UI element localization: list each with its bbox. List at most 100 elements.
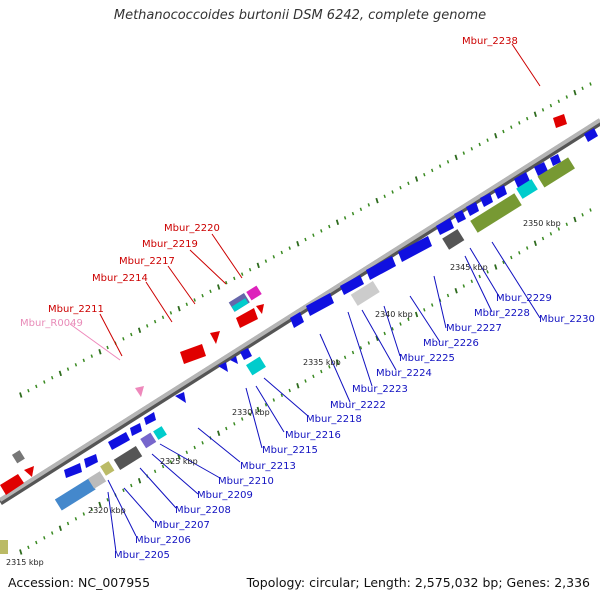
gene-label-bottom[interactable]: Mbur_2224 bbox=[376, 368, 432, 379]
scale-tick bbox=[343, 355, 347, 360]
gene-label-top[interactable]: Mbur_R0049 bbox=[20, 318, 83, 329]
scale-tick bbox=[122, 488, 125, 493]
scale-tick bbox=[423, 172, 426, 177]
scale-tick bbox=[335, 219, 340, 225]
gene-label-bottom[interactable]: Mbur_2222 bbox=[330, 400, 386, 411]
gene-label-bottom[interactable]: Mbur_2206 bbox=[135, 535, 191, 546]
scale-tick bbox=[494, 264, 498, 270]
gene-feature[interactable] bbox=[84, 454, 98, 468]
gene-label-top[interactable]: Mbur_2214 bbox=[92, 273, 148, 284]
scale-tick bbox=[557, 227, 561, 231]
gene-feature[interactable] bbox=[516, 179, 538, 199]
gene-label-bottom[interactable]: Mbur_2208 bbox=[175, 505, 231, 516]
scale-tick bbox=[462, 284, 466, 288]
gene-label-bottom[interactable]: Mbur_2226 bbox=[423, 338, 479, 349]
gene-feature[interactable] bbox=[64, 463, 82, 478]
gene-feature[interactable] bbox=[11, 450, 25, 464]
gene-feature[interactable] bbox=[514, 172, 530, 188]
gene-feature[interactable] bbox=[0, 474, 24, 495]
scale-tick bbox=[375, 197, 379, 204]
scale-tick bbox=[525, 246, 529, 250]
scale-tick bbox=[256, 262, 260, 269]
gene-feature[interactable] bbox=[256, 304, 264, 314]
gene-feature[interactable] bbox=[231, 298, 249, 312]
gene-label-bottom[interactable]: Mbur_2207 bbox=[154, 520, 210, 531]
map-title: Methanococcoides burtonii DSM 6242, comp… bbox=[113, 8, 487, 23]
scale-tick bbox=[201, 293, 204, 298]
gene-feature[interactable] bbox=[366, 256, 396, 280]
scale-tick bbox=[264, 403, 268, 407]
scale-tick bbox=[27, 388, 30, 393]
gene-feature[interactable] bbox=[340, 275, 364, 295]
gene-feature[interactable] bbox=[553, 114, 567, 128]
gene-feature[interactable] bbox=[87, 471, 107, 489]
gene-feature[interactable] bbox=[108, 432, 130, 450]
gene-feature[interactable] bbox=[537, 157, 575, 188]
gene-feature[interactable] bbox=[236, 308, 258, 328]
gene-feature[interactable] bbox=[24, 466, 34, 477]
gene-label-bottom[interactable]: Mbur_2209 bbox=[197, 490, 253, 501]
scale-tick bbox=[74, 517, 78, 521]
gene-feature[interactable] bbox=[230, 356, 238, 364]
gene-label-bottom[interactable]: Mbur_2227 bbox=[446, 323, 502, 334]
gene-feature[interactable] bbox=[130, 423, 142, 436]
scale-tick bbox=[201, 441, 204, 445]
gene-feature[interactable] bbox=[113, 446, 143, 470]
scale-tick bbox=[399, 185, 402, 190]
gene-label-bottom[interactable]: Mbur_2210 bbox=[218, 476, 274, 487]
scale-tick bbox=[280, 393, 284, 398]
gene-feature[interactable] bbox=[153, 426, 167, 440]
gene-feature[interactable] bbox=[240, 348, 252, 360]
scale-tick bbox=[106, 345, 109, 350]
gene-label-top[interactable]: Mbur_2219 bbox=[142, 239, 198, 250]
gene-feature[interactable] bbox=[246, 285, 262, 301]
gene-label-top[interactable]: Mbur_2217 bbox=[119, 256, 175, 267]
gene-label-top[interactable]: Mbur_2238 bbox=[462, 36, 518, 47]
scale-tick bbox=[225, 280, 228, 285]
gene-label-bottom[interactable]: Mbur_2230 bbox=[539, 314, 595, 325]
gene-feature[interactable] bbox=[0, 540, 8, 554]
gene-feature[interactable] bbox=[494, 185, 507, 199]
gene-label-bottom[interactable]: Mbur_2216 bbox=[285, 430, 341, 441]
gene-feature[interactable] bbox=[100, 461, 115, 476]
gene-feature[interactable] bbox=[218, 362, 228, 372]
gene-feature[interactable] bbox=[290, 312, 304, 328]
scale-tick bbox=[43, 380, 46, 384]
scale-tick bbox=[383, 194, 386, 199]
gene-label-bottom[interactable]: Mbur_2213 bbox=[240, 461, 296, 472]
gene-label-bottom[interactable]: Mbur_2225 bbox=[399, 353, 455, 364]
gene-feature[interactable] bbox=[480, 193, 493, 207]
gene-feature[interactable] bbox=[398, 236, 432, 262]
gene-feature[interactable] bbox=[246, 356, 266, 376]
gene-feature[interactable] bbox=[350, 281, 380, 306]
gene-feature[interactable] bbox=[550, 154, 561, 166]
gene-label-bottom[interactable]: Mbur_2229 bbox=[496, 293, 552, 304]
gene-feature[interactable] bbox=[175, 392, 186, 403]
gene-feature[interactable] bbox=[306, 293, 334, 316]
gene-label-top[interactable]: Mbur_2211 bbox=[48, 304, 104, 315]
gene-feature[interactable] bbox=[54, 478, 96, 511]
tick-row-bottom bbox=[19, 208, 592, 555]
gene-feature[interactable] bbox=[442, 229, 465, 250]
gene-feature[interactable] bbox=[180, 344, 206, 364]
gene-label-top[interactable]: Mbur_2220 bbox=[164, 223, 220, 234]
gene-feature[interactable] bbox=[470, 193, 522, 233]
scale-label: 2345 kbp bbox=[450, 263, 488, 272]
scale-tick bbox=[288, 388, 291, 393]
gene-feature[interactable] bbox=[210, 331, 220, 344]
scale-tick bbox=[391, 327, 394, 331]
gene-label-bottom[interactable]: Mbur_2228 bbox=[474, 308, 530, 319]
gene-label-bottom[interactable]: Mbur_2218 bbox=[306, 414, 362, 425]
scale-tick bbox=[264, 259, 268, 263]
gene-feature[interactable] bbox=[466, 202, 479, 216]
gene-label-bottom[interactable]: Mbur_2223 bbox=[352, 384, 408, 395]
gene-feature[interactable] bbox=[144, 412, 156, 425]
scale-tick bbox=[478, 274, 481, 279]
gene-feature[interactable] bbox=[135, 386, 144, 397]
gene-label-bottom[interactable]: Mbur_2205 bbox=[114, 550, 170, 561]
gene-label-bottom[interactable]: Mbur_2215 bbox=[262, 445, 318, 456]
gene-feature[interactable] bbox=[584, 128, 598, 142]
gene-feature[interactable] bbox=[140, 432, 157, 449]
gene-feature[interactable] bbox=[436, 218, 454, 235]
gene-feature[interactable] bbox=[454, 210, 466, 223]
